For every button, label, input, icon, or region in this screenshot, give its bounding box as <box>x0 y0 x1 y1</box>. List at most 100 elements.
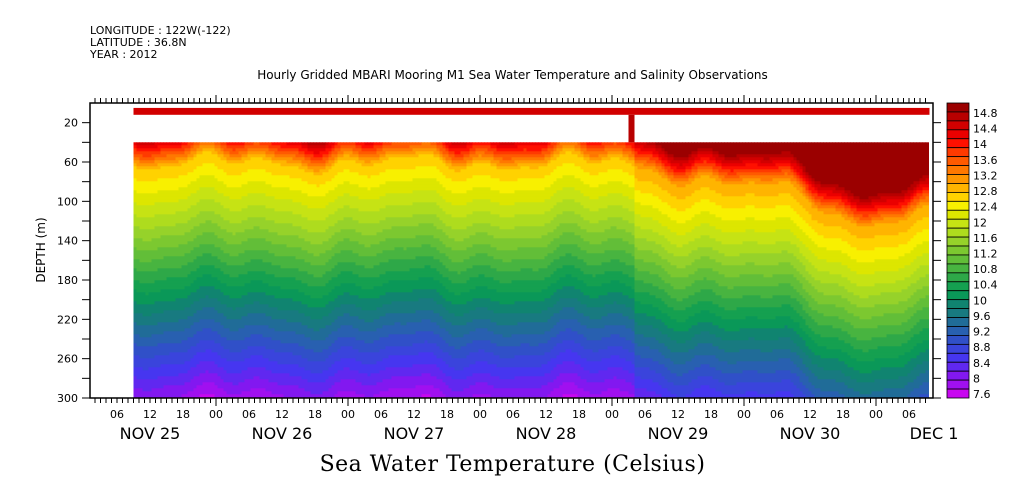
heat-cell <box>223 385 227 389</box>
heat-cell <box>241 220 245 224</box>
heat-cell <box>253 358 257 362</box>
heat-cell <box>298 202 302 206</box>
heat-cell <box>247 328 251 332</box>
heat-cell <box>187 151 191 155</box>
heat-cell <box>280 163 284 167</box>
heat-cell <box>241 205 245 209</box>
heat-cell <box>148 391 152 395</box>
heat-cell <box>196 295 200 299</box>
heat-cell <box>268 208 272 212</box>
heat-cell <box>193 343 197 347</box>
heat-cell <box>250 196 254 200</box>
heat-cell <box>223 256 227 260</box>
heat-cell <box>223 376 227 380</box>
heat-cell <box>205 379 209 383</box>
heat-cell <box>298 151 302 155</box>
heat-cell <box>193 373 197 377</box>
heat-cell <box>181 187 185 191</box>
heat-cell <box>223 259 227 263</box>
heat-cell <box>136 262 140 266</box>
heat-cell <box>178 322 182 326</box>
heat-cell <box>142 349 146 353</box>
heat-cell <box>226 307 230 311</box>
heat-cell <box>190 298 194 302</box>
heat-cell <box>199 319 203 323</box>
heat-cell <box>271 373 275 377</box>
heat-cell <box>193 328 197 332</box>
heat-cell <box>241 394 245 398</box>
heat-cell <box>238 172 242 176</box>
heat-cell <box>244 349 248 353</box>
heat-cell <box>226 328 230 332</box>
heat-cell <box>232 259 236 263</box>
heat-cell <box>265 247 269 251</box>
heat-cell <box>139 295 143 299</box>
heat-cell <box>274 379 278 383</box>
heat-cell <box>184 361 188 365</box>
heat-cell <box>295 385 299 389</box>
heat-cell <box>289 208 293 212</box>
heat-cell <box>169 388 173 392</box>
heat-cell <box>292 292 296 296</box>
heat-cell <box>286 214 290 218</box>
heat-cell <box>250 274 254 278</box>
heat-cell <box>298 340 302 344</box>
heat-cell <box>244 163 248 167</box>
heat-cell <box>190 151 194 155</box>
heat-cell <box>232 286 236 290</box>
heat-cell <box>274 160 278 164</box>
heat-cell <box>184 208 188 212</box>
heat-cell <box>268 358 272 362</box>
heat-cell <box>142 280 146 284</box>
heat-cell <box>139 346 143 350</box>
heat-cell <box>184 298 188 302</box>
heat-cell <box>193 223 197 227</box>
heat-cell <box>154 157 158 161</box>
heat-cell <box>136 379 140 383</box>
heat-cell <box>190 307 194 311</box>
heat-cell <box>142 352 146 356</box>
heat-cell <box>280 307 284 311</box>
heat-cell <box>286 181 290 185</box>
heat-cell <box>145 145 149 149</box>
heat-cell <box>211 163 215 167</box>
heat-cell <box>241 193 245 197</box>
heat-cell <box>274 346 278 350</box>
heat-cell <box>217 286 221 290</box>
heat-cell <box>172 328 176 332</box>
heat-cell <box>178 154 182 158</box>
heat-cell <box>160 385 164 389</box>
heat-cell <box>166 316 170 320</box>
heat-cell <box>202 373 206 377</box>
heat-cell <box>175 358 179 362</box>
heat-cell <box>256 286 260 290</box>
chart-title: Hourly Gridded MBARI Mooring M1 Sea Wate… <box>0 68 1009 82</box>
heat-cell <box>175 175 179 179</box>
heat-cell <box>292 343 296 347</box>
heat-cell <box>268 142 272 146</box>
heat-cell <box>235 160 239 164</box>
heat-cell <box>193 337 197 341</box>
heat-cell <box>181 256 185 260</box>
heat-cell <box>277 382 281 386</box>
heat-cell <box>157 292 161 296</box>
heat-cell <box>226 247 230 251</box>
heat-cell <box>247 352 251 356</box>
heat-cell <box>253 328 257 332</box>
heat-cell <box>145 196 149 200</box>
heat-cell <box>274 205 278 209</box>
heat-cell <box>181 265 185 269</box>
heat-cell <box>274 343 278 347</box>
heat-cell <box>157 382 161 386</box>
heat-cell <box>250 184 254 188</box>
heat-cell <box>205 313 209 317</box>
heat-cell <box>172 148 176 152</box>
heat-cell <box>262 247 266 251</box>
heat-cell <box>280 373 284 377</box>
heat-cell <box>151 379 155 383</box>
heat-cell <box>142 229 146 233</box>
heat-cell <box>205 352 209 356</box>
heat-cell <box>211 328 215 332</box>
heat-cell <box>190 292 194 296</box>
heat-cell <box>211 316 215 320</box>
